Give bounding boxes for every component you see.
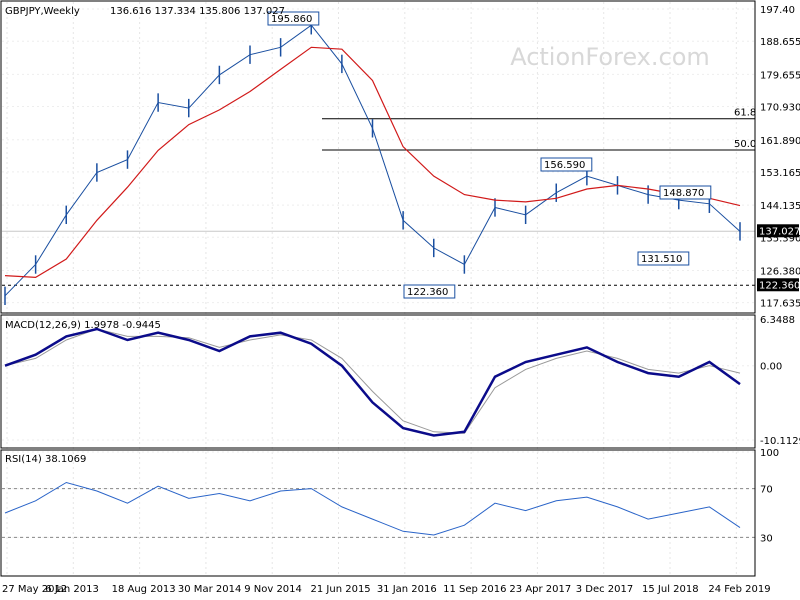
time-tick-label: 9 Nov 2014 [244,584,302,595]
macd-tick-label: 0.00 [760,362,782,373]
fib-500-label: 50.0 [734,139,756,150]
time-tick-label: 3 Dec 2017 [576,584,634,595]
rsi-tick-label: 70 [760,485,773,496]
time-tick-label: 24 Feb 2019 [708,584,770,595]
time-tick-label: 6 Jan 2013 [45,584,99,595]
recent-high-label-box [659,185,712,200]
macd-panel[interactable] [4,327,741,437]
price-tick-label: 197.40 [760,5,795,16]
watermark-text: ActionForex.com [510,43,710,71]
grid [2,2,755,576]
time-tick-label: 15 Jul 2018 [642,584,699,595]
moving-average-line [4,46,741,279]
ohlc-label: 136.616 137.334 135.806 137.027 [110,6,285,17]
macd-axis: 6.3488 0.00 -10.1129 [760,315,800,447]
recent-low-label: 131.510 [641,254,682,265]
rsi-axis: 100 70 30 [760,448,779,544]
symbol-label: GBPJPY,Weekly [5,6,80,17]
rsi-line [4,481,741,536]
macd-signal-line [4,328,741,434]
peak-2015-label-box [267,11,320,26]
price-tick-label: 188.655 [760,37,800,48]
support-label: 122.360 [759,280,800,291]
time-tick-label: 18 Aug 2013 [112,584,176,595]
low-2016-label-box [403,284,456,299]
macd-tick-label: 6.3488 [760,315,795,326]
support-tag [757,278,799,292]
macd-tick-label: -10.1129 [760,436,800,447]
rsi-tick-label: 30 [760,533,773,544]
fib-618-label: 61.8 [734,108,756,119]
time-tick-label: 21 Jun 2015 [311,584,371,595]
high-2017-label: 156.590 [544,160,585,171]
time-tick-label: 23 Apr 2017 [509,584,571,595]
price-tick-label: 126.380 [760,266,800,277]
current-price-label: 137.027 [759,226,800,237]
price-tick-label: 161.890 [760,136,800,147]
price-tick-label: 144.135 [760,201,800,212]
rsi-frame [0,449,756,577]
current-price-tag [757,224,799,238]
price-tick-label: 153.165 [760,168,800,179]
price-tick-label: 117.635 [760,299,800,310]
time-tick-label: 11 Sep 2016 [443,584,506,595]
low-2016-label: 122.360 [407,287,448,298]
rsi-tick-label: 100 [760,448,779,459]
price-panel[interactable]: 61.8 50.0 195.860 156.590 148.870 131.510 122.… [2,11,800,305]
time-tick-label: 27 May 2012 [2,584,67,595]
price-tick-label: 135.390 [760,233,800,244]
high-2017-label-box [540,157,593,172]
price-axis: 197.40 188.655 179.655 170.930 161.890 153.16… [760,5,800,310]
rsi-title: RSI(14) 38.1069 [5,454,86,465]
rsi-panel[interactable] [2,481,755,538]
macd-frame [0,314,756,449]
macd-line [4,327,741,437]
macd-title: MACD(12,26,9) 1.9978 -0.9445 [5,320,161,331]
panel-frames [0,0,756,577]
recent-low-label-box [637,251,690,266]
price-tick-label: 170.930 [760,102,800,113]
recent-high-label: 148.870 [663,188,704,199]
peak-2015-label: 195.860 [271,14,312,25]
time-tick-label: 30 Mar 2014 [178,584,241,595]
price-frame [0,0,756,314]
time-tick-label: 31 Jan 2016 [377,584,437,595]
price-tick-label: 179.655 [760,70,800,81]
